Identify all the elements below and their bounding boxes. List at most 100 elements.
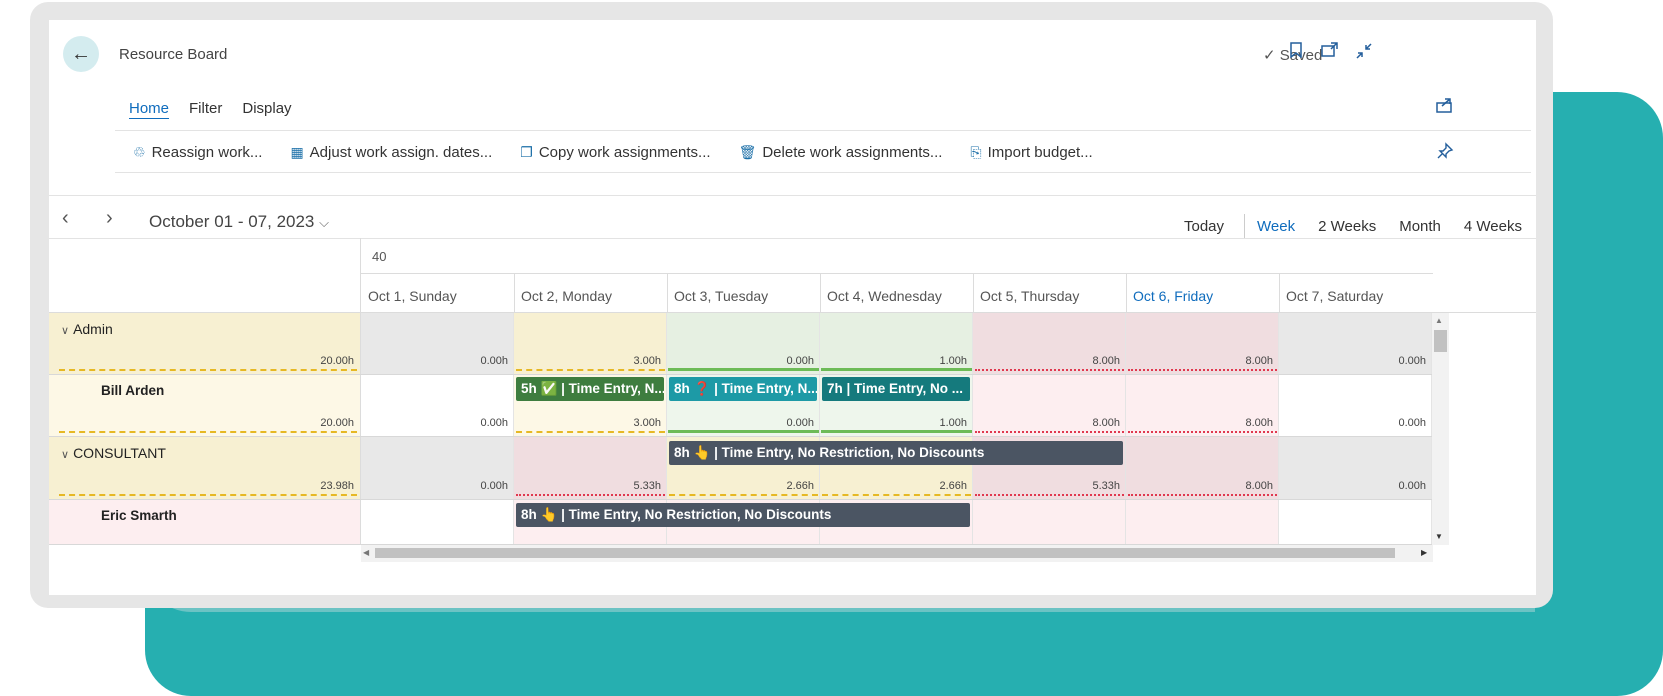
- four-weeks-view-button[interactable]: 4 Weeks: [1463, 217, 1522, 235]
- day-hours: 0.00h: [1398, 417, 1426, 429]
- scrollbar-thumb[interactable]: [375, 548, 1395, 558]
- unpin-icon[interactable]: [1436, 142, 1454, 165]
- divider: [361, 273, 1433, 274]
- overload-marker: [975, 431, 1124, 433]
- day-cell[interactable]: [1126, 437, 1279, 500]
- vertical-scrollbar[interactable]: [1432, 313, 1449, 545]
- day-header: Oct 6, Friday: [1133, 288, 1214, 304]
- capacity-marker: [59, 494, 357, 496]
- day-cell[interactable]: [667, 313, 820, 375]
- day-cell[interactable]: [1126, 313, 1279, 375]
- overload-marker: [1128, 431, 1277, 433]
- divider: [115, 172, 1531, 173]
- column-divider: [514, 274, 515, 312]
- work-assignment-bar[interactable]: 8h 👆 | Time Entry, No Restriction, No Di…: [516, 503, 970, 527]
- work-assignment-bar[interactable]: 8h 👆 | Time Entry, No Restriction, No Di…: [669, 441, 1123, 465]
- calendar-grid-icon: ▦: [290, 144, 304, 160]
- tab-filter[interactable]: Filter: [189, 100, 223, 117]
- row-divider: [49, 374, 1432, 375]
- month-view-button[interactable]: Month: [1399, 217, 1441, 235]
- day-hours: 8.00h: [1245, 480, 1273, 492]
- chevron-down-icon[interactable]: ∨: [61, 325, 70, 337]
- date-range-picker[interactable]: October 01 - 07, 2023 ⌵: [149, 212, 329, 232]
- day-cell[interactable]: [361, 437, 514, 500]
- bookmark-icon[interactable]: [1285, 42, 1307, 64]
- action-label: Copy work assignments...: [538, 144, 711, 161]
- scroll-right-icon[interactable]: ▶: [1421, 548, 1428, 557]
- day-hours: 8.00h: [1245, 417, 1273, 429]
- work-assignment-bar[interactable]: 8h ❓ | Time Entry, N...: [669, 377, 817, 401]
- action-label: Reassign work...: [151, 144, 263, 161]
- day-cell[interactable]: [1279, 313, 1432, 375]
- day-cell[interactable]: [973, 500, 1126, 545]
- capacity-marker: [59, 431, 357, 433]
- check-icon: ✓: [1263, 47, 1276, 64]
- capacity-marker: [516, 431, 665, 433]
- capacity-marker: [822, 494, 971, 496]
- tab-display[interactable]: Display: [242, 100, 292, 117]
- day-cell[interactable]: [1126, 500, 1279, 545]
- day-header: Oct 2, Monday: [521, 288, 613, 304]
- day-cell[interactable]: [514, 313, 667, 375]
- day-cell[interactable]: [361, 375, 514, 437]
- day-cell[interactable]: [973, 313, 1126, 375]
- day-hours: 0.00h: [480, 417, 508, 429]
- chevron-right-icon: ›: [106, 207, 113, 229]
- week-view-button[interactable]: Week: [1257, 217, 1296, 235]
- page-title: Resource Board: [119, 46, 228, 63]
- share-icon[interactable]: [1436, 97, 1454, 118]
- scroll-up-icon[interactable]: ▲: [1435, 316, 1443, 325]
- group-row-label[interactable]: ∨ Admin: [61, 321, 113, 337]
- chevron-down-icon[interactable]: ∨: [61, 449, 70, 461]
- back-button[interactable]: ←: [63, 36, 99, 72]
- import-budget-button[interactable]: ⎘ Import budget...: [970, 144, 1092, 161]
- overload-marker: [1128, 369, 1277, 371]
- column-divider: [973, 274, 974, 312]
- day-cell[interactable]: [1279, 500, 1432, 545]
- two-weeks-view-button[interactable]: 2 Weeks: [1318, 217, 1377, 235]
- day-header: Oct 5, Thursday: [980, 288, 1080, 304]
- day-hours: 5.33h: [633, 480, 661, 492]
- column-divider: [360, 238, 361, 545]
- collapse-icon[interactable]: [1353, 42, 1375, 64]
- day-hours: 5.33h: [1092, 480, 1120, 492]
- capacity-marker: [516, 369, 665, 371]
- day-header: Oct 1, Sunday: [368, 288, 457, 304]
- tab-home[interactable]: Home: [129, 100, 170, 117]
- day-header: Oct 3, Tuesday: [674, 288, 769, 304]
- available-marker: [668, 430, 819, 433]
- day-hours: 2.66h: [786, 480, 814, 492]
- scroll-down-icon[interactable]: ▼: [1435, 532, 1443, 541]
- day-hours: 1.00h: [939, 355, 967, 367]
- day-cell[interactable]: [1279, 375, 1432, 437]
- day-cell[interactable]: [514, 437, 667, 500]
- today-button[interactable]: Today: [1184, 217, 1225, 235]
- day-cell[interactable]: [361, 313, 514, 375]
- day-cell[interactable]: [361, 500, 514, 545]
- copy-assignments-button[interactable]: ❐ Copy work assignments...: [520, 144, 710, 161]
- day-cell[interactable]: [973, 375, 1126, 437]
- open-new-window-icon[interactable]: [1319, 42, 1341, 64]
- column-divider: [1279, 274, 1280, 312]
- day-hours: 8.00h: [1245, 355, 1273, 367]
- reassign-work-button[interactable]: ♲ Reassign work...: [133, 144, 262, 161]
- next-period-button[interactable]: ›: [106, 207, 113, 230]
- day-cell[interactable]: [1279, 437, 1432, 500]
- work-assignment-bar[interactable]: 7h | Time Entry, No ...: [822, 377, 970, 401]
- day-hours: 0.00h: [480, 480, 508, 492]
- delete-assignments-button[interactable]: 🗑 Delete work assignments...: [739, 144, 943, 161]
- day-hours: 0.00h: [786, 417, 814, 429]
- day-header: Oct 4, Wednesday: [827, 288, 942, 304]
- day-hours: 3.00h: [633, 417, 661, 429]
- work-assignment-bar[interactable]: 5h ✅ | Time Entry, N...: [516, 377, 664, 401]
- scroll-left-icon[interactable]: ◀: [363, 548, 370, 557]
- adjust-dates-button[interactable]: ▦ Adjust work assign. dates...: [290, 144, 492, 161]
- day-hours: 8.00h: [1092, 417, 1120, 429]
- available-marker: [821, 430, 972, 433]
- day-cell[interactable]: [1126, 375, 1279, 437]
- scrollbar-thumb[interactable]: [1434, 330, 1447, 352]
- reassign-icon: ♲: [133, 144, 146, 160]
- group-row-label[interactable]: ∨ CONSULTANT: [61, 445, 166, 461]
- day-cell[interactable]: [820, 313, 973, 375]
- previous-period-button[interactable]: ‹: [62, 207, 69, 230]
